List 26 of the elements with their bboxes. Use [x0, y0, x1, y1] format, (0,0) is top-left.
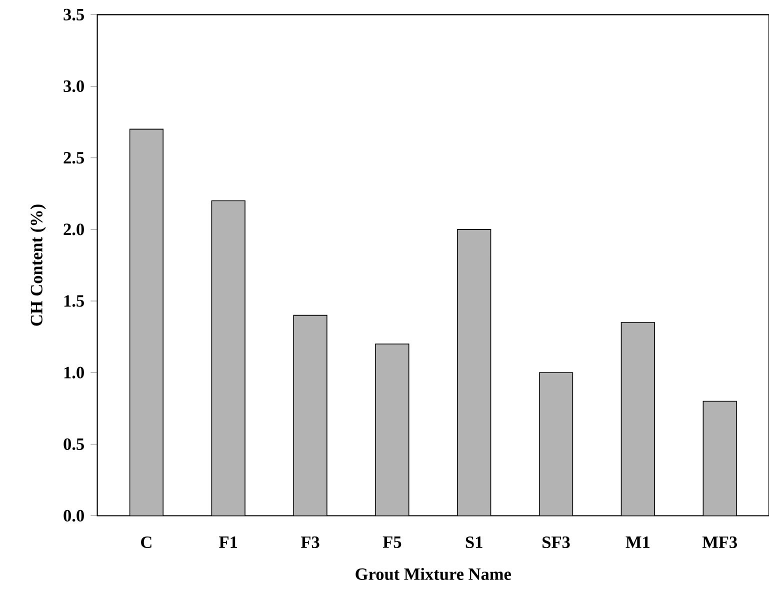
x-tick-label: F3: [300, 536, 320, 548]
x-tick-label: S1: [466, 536, 482, 548]
bar: [375, 344, 410, 516]
bar: [293, 315, 328, 516]
y-tick-label: 2.5: [64, 152, 84, 164]
y-tick-label: 3.0: [64, 80, 84, 92]
bar: [457, 229, 492, 516]
y-tick-label: 1.0: [64, 366, 84, 379]
bar: [211, 200, 246, 516]
y-tick-label: 2.0: [64, 224, 84, 236]
bar: [702, 400, 737, 516]
x-tick-label: MF3: [702, 536, 737, 548]
y-tick-label: 0.0: [64, 510, 84, 522]
x-tick-label: F1: [219, 536, 238, 548]
x-axis-title: Grout Mixture Name: [356, 568, 511, 580]
y-axis-title: CH Content (%): [30, 204, 46, 326]
x-tick-label: C: [141, 536, 152, 548]
x-tick-label: F5: [382, 536, 402, 548]
bar: [129, 128, 164, 516]
y-tick-label: 0.5: [64, 438, 84, 450]
y-tick-label: 1.5: [64, 295, 84, 307]
bar: [538, 372, 574, 516]
x-tick-label: SF3: [542, 536, 570, 548]
y-tick-label: 3.5: [64, 8, 84, 21]
bar: [620, 322, 655, 516]
x-tick-label: M1: [626, 536, 650, 548]
